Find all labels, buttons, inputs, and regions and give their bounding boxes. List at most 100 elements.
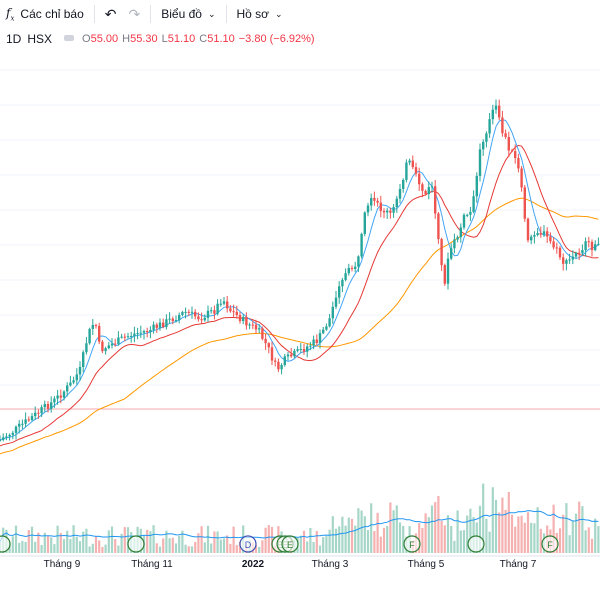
candle[interactable] bbox=[235, 311, 238, 316]
candle[interactable] bbox=[389, 210, 392, 213]
candle[interactable] bbox=[398, 188, 402, 199]
candle[interactable] bbox=[184, 311, 187, 313]
candle[interactable] bbox=[411, 160, 414, 168]
candle[interactable] bbox=[50, 402, 53, 409]
candle[interactable] bbox=[590, 241, 594, 251]
candle[interactable] bbox=[197, 316, 200, 320]
candle[interactable] bbox=[363, 212, 366, 234]
candle[interactable] bbox=[178, 314, 181, 320]
candle[interactable] bbox=[494, 105, 498, 110]
candle[interactable] bbox=[357, 256, 360, 267]
candle[interactable] bbox=[5, 436, 8, 438]
candle[interactable] bbox=[549, 236, 552, 242]
candle[interactable] bbox=[213, 310, 216, 314]
candle[interactable] bbox=[267, 343, 270, 348]
interval-label[interactable]: 1D bbox=[6, 32, 22, 46]
candle[interactable] bbox=[286, 354, 290, 357]
candle[interactable] bbox=[453, 239, 456, 249]
candle[interactable] bbox=[379, 202, 382, 211]
candle[interactable] bbox=[40, 407, 43, 414]
candle[interactable] bbox=[558, 247, 562, 258]
candle[interactable] bbox=[242, 316, 245, 322]
candle[interactable] bbox=[174, 319, 178, 322]
candle[interactable] bbox=[366, 205, 370, 213]
candle[interactable] bbox=[334, 297, 338, 307]
candle[interactable] bbox=[536, 232, 539, 236]
exchange-label[interactable]: HSX bbox=[27, 32, 53, 46]
candle[interactable] bbox=[190, 311, 194, 313]
candle[interactable] bbox=[264, 338, 267, 344]
candle[interactable] bbox=[562, 257, 565, 264]
candle[interactable] bbox=[344, 273, 347, 280]
candle[interactable] bbox=[482, 141, 485, 150]
candle[interactable] bbox=[462, 214, 466, 228]
candle[interactable] bbox=[594, 244, 597, 251]
candle[interactable] bbox=[501, 117, 504, 134]
candle[interactable] bbox=[43, 404, 46, 408]
candle[interactable] bbox=[130, 335, 133, 337]
candle[interactable] bbox=[101, 341, 104, 352]
candle[interactable] bbox=[370, 197, 373, 206]
event-marker[interactable]: F bbox=[403, 535, 421, 553]
candle[interactable] bbox=[142, 331, 146, 333]
candle[interactable] bbox=[421, 184, 424, 191]
candle[interactable] bbox=[226, 301, 229, 309]
candle[interactable] bbox=[219, 303, 222, 305]
candle[interactable] bbox=[459, 227, 462, 238]
candle[interactable] bbox=[325, 326, 328, 330]
candle[interactable] bbox=[139, 332, 142, 334]
candle[interactable] bbox=[373, 197, 376, 201]
candle[interactable] bbox=[533, 235, 536, 237]
profile-menu-button[interactable]: Hồ sơ ⌄ bbox=[231, 0, 289, 28]
candle[interactable] bbox=[456, 237, 459, 240]
candle[interactable] bbox=[162, 322, 165, 328]
candle[interactable] bbox=[584, 241, 587, 251]
candle[interactable] bbox=[59, 395, 62, 398]
candle[interactable] bbox=[485, 133, 488, 142]
candle[interactable] bbox=[27, 419, 30, 421]
candle[interactable] bbox=[117, 337, 120, 345]
candle[interactable] bbox=[443, 265, 446, 284]
candle[interactable] bbox=[283, 356, 286, 366]
candle[interactable] bbox=[34, 412, 37, 417]
candle[interactable] bbox=[427, 187, 430, 195]
candle[interactable] bbox=[8, 434, 11, 437]
candle[interactable] bbox=[270, 347, 274, 361]
candle[interactable] bbox=[328, 318, 331, 327]
candle[interactable] bbox=[568, 259, 571, 261]
candle[interactable] bbox=[514, 151, 517, 159]
candle[interactable] bbox=[126, 336, 130, 338]
candle[interactable] bbox=[299, 348, 302, 350]
candle[interactable] bbox=[478, 149, 482, 176]
candle[interactable] bbox=[434, 186, 437, 214]
candle[interactable] bbox=[354, 266, 357, 269]
candle[interactable] bbox=[523, 187, 526, 219]
candle[interactable] bbox=[194, 311, 197, 317]
event-markers[interactable]: DEEEFF bbox=[0, 535, 559, 553]
candle[interactable] bbox=[56, 395, 59, 399]
candle[interactable] bbox=[206, 310, 210, 318]
candle[interactable] bbox=[488, 119, 491, 134]
candle[interactable] bbox=[555, 247, 558, 249]
candle[interactable] bbox=[248, 324, 251, 326]
candle[interactable] bbox=[597, 243, 600, 245]
candle[interactable] bbox=[350, 267, 354, 269]
candle[interactable] bbox=[216, 303, 219, 314]
candle[interactable] bbox=[222, 301, 226, 304]
candle[interactable] bbox=[546, 231, 549, 237]
candle[interactable] bbox=[261, 328, 264, 339]
candle[interactable] bbox=[203, 317, 206, 321]
event-marker[interactable]: F bbox=[541, 535, 559, 553]
candle[interactable] bbox=[517, 158, 520, 169]
candle[interactable] bbox=[430, 186, 434, 188]
candle[interactable] bbox=[229, 308, 232, 312]
candle[interactable] bbox=[450, 248, 453, 259]
candle[interactable] bbox=[94, 325, 98, 327]
candle[interactable] bbox=[526, 218, 530, 241]
candle[interactable] bbox=[542, 231, 546, 235]
candle[interactable] bbox=[539, 232, 542, 235]
candle[interactable] bbox=[110, 343, 114, 346]
candle[interactable] bbox=[530, 236, 533, 241]
candle[interactable] bbox=[123, 336, 126, 338]
redo-button[interactable]: ↷ bbox=[123, 0, 147, 28]
